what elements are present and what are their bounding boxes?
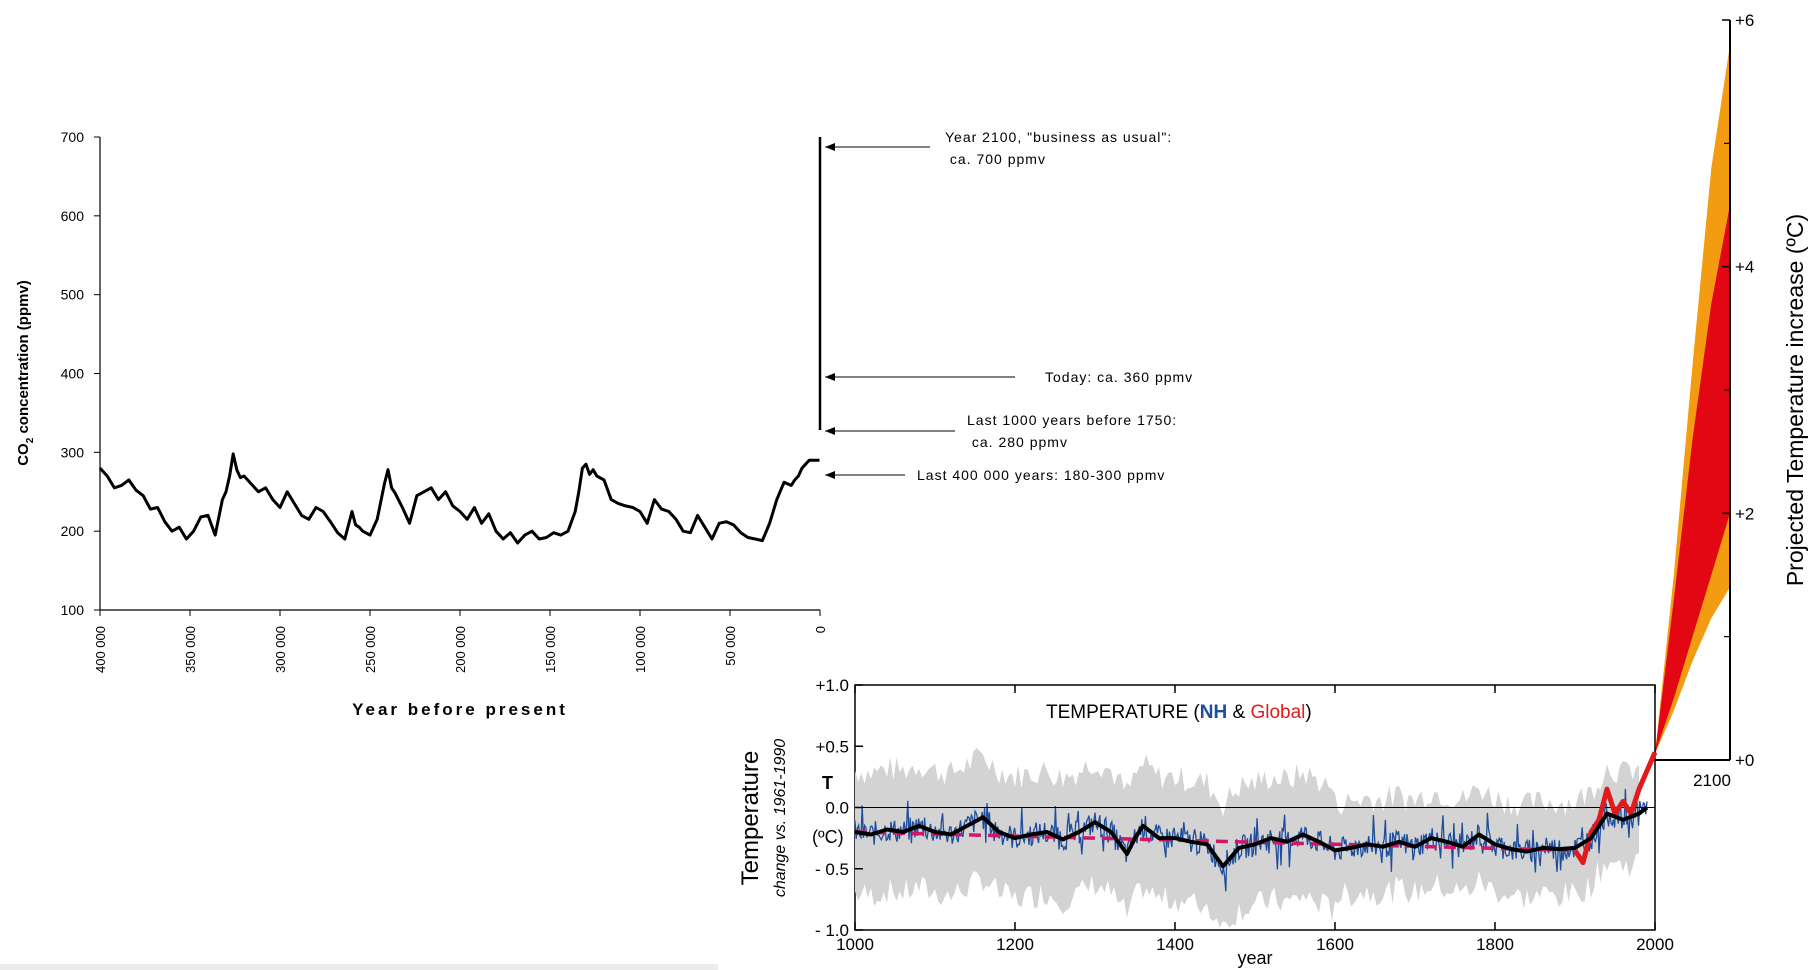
temperature-y-tick-label: - 0.5 [815,860,849,879]
co2-chart: 100 200 300 400 500 600 700 400 000 350 000 300 … [15,129,1193,719]
temperature-x-tick-label: 2000 [1636,935,1674,954]
co2-y-tick-label: 200 [61,523,85,539]
temperature-y-tick-label: +1.0 [815,676,849,695]
co2-y-tick-label: 500 [61,287,85,303]
co2-x-ticks: 400 000 350 000 300 000 250 000 200 000 150 0… [93,610,828,673]
co2-y-tick-label: 600 [61,208,85,224]
co2-annotation-400000: Last 400 000 years: 180-300 ppmv [825,467,1165,483]
temperature-smoothed-line [854,805,1649,869]
projection-chart: +0 +2 +4 +6 2100 Projected Temperature incr… [1650,11,1808,790]
co2-x-tick-label: 150 000 [543,626,558,673]
temperature-y-ticks: +1.0 +0.5 0.0 - 0.5 - 1.0 [815,676,863,940]
projection-y-ticks: +0 +2 +4 +6 [1722,11,1754,770]
temperature-x-axis-title: year [1237,948,1272,968]
projection-y-tick-label: +0 [1735,751,1754,770]
co2-y-axis-title: CO2 concentration (ppmv) [15,280,36,466]
projection-y-tick-label: +2 [1735,504,1754,523]
temperature-x-tick-label: 1800 [1476,935,1514,954]
temperature-y-axis-unit: (ºC) [812,827,844,847]
co2-x-tick-label: 0 [813,626,828,633]
temperature-y-axis-title: Temperature [737,751,764,886]
co2-annotation-last-1000: Last 1000 years before 1750: ca. 280 ppm… [825,412,1177,450]
temperature-y-axis-mark: T [822,773,833,793]
co2-y-tick-label: 100 [61,602,85,618]
projection-inner-band [1655,205,1730,754]
temperature-x-tick-label: 1000 [836,935,874,954]
svg-text:Last 400 000 years: 180-300 pp: Last 400 000 years: 180-300 ppmv [917,467,1165,483]
co2-x-axis-title: Year before present [352,700,568,719]
temperature-x-tick-label: 1200 [996,935,1034,954]
temperature-y-tick-label: +0.5 [815,737,849,756]
projection-x-tick-2100: 2100 [1693,771,1731,790]
projection-outer-band [1655,44,1730,754]
co2-annotation-2100: Year 2100, "business as usual": ca. 700 … [825,129,1172,167]
projection-y-tick-label: +6 [1735,11,1754,30]
co2-y-ticks: 100 200 300 400 500 600 700 [61,129,100,618]
temperature-trend-line [854,830,1576,853]
temperature-x-tick-label: 1400 [1156,935,1194,954]
co2-x-tick-label: 100 000 [633,626,648,673]
svg-text:ca. 280 ppmv: ca. 280 ppmv [967,434,1068,450]
temperature-y-axis-subtitle: change vs. 1961-1990 [772,739,789,897]
temperature-x-tick-label: 1600 [1316,935,1354,954]
temperature-chart: +1.0 +0.5 0.0 - 0.5 - 1.0 1000 1200 1400 1600 18… [737,676,1674,968]
temperature-nh-series [854,788,1648,892]
bottom-scroll-strip [0,964,718,970]
svg-text:Last 1000 years before 1750:: Last 1000 years before 1750: [967,412,1177,428]
svg-text:Year 2100, "business as usual": Year 2100, "business as usual": [945,129,1172,145]
co2-x-tick-label: 350 000 [183,626,198,673]
co2-y-tick-label: 400 [61,366,85,382]
temperature-title: TEMPERATURE (NH & Global) [1046,702,1312,723]
temperature-x-ticks: 1000 1200 1400 1600 1800 2000 [836,685,1674,954]
co2-x-tick-label: 250 000 [363,626,378,673]
co2-y-tick-label: 300 [61,444,85,460]
co2-series-line [98,452,820,545]
projection-y-tick-label: +4 [1735,258,1754,277]
co2-annotation-today: Today: ca. 360 ppmv [825,369,1193,385]
temperature-global-series [1572,751,1658,866]
svg-text:Today: ca. 360 ppmv: Today: ca. 360 ppmv [1045,369,1193,385]
co2-x-tick-label: 400 000 [93,626,108,673]
co2-x-tick-label: 200 000 [453,626,468,673]
co2-x-tick-label: 300 000 [273,626,288,673]
co2-y-tick-label: 700 [61,129,85,145]
temperature-y-tick-label: - 1.0 [815,921,849,940]
co2-x-tick-label: 50 000 [723,626,738,666]
projection-y-axis-title: Projected Temperature increase (ºC) [1782,214,1808,586]
temperature-y-tick-label: 0.0 [825,799,849,818]
temperature-uncertainty-band [855,748,1639,928]
svg-text:ca. 700 ppmv: ca. 700 ppmv [945,151,1046,167]
